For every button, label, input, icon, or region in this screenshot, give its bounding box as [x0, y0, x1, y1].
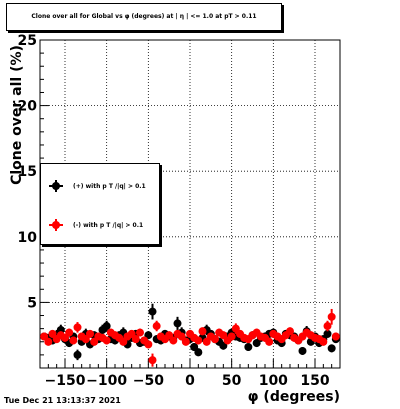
data-point [227, 332, 236, 341]
y-tick-label: 15 [18, 164, 37, 180]
x-tick-label: 50 [222, 373, 242, 389]
data-point [198, 327, 207, 336]
data-point [319, 337, 328, 346]
data-point [211, 335, 219, 344]
data-point [323, 322, 332, 331]
data-point [194, 336, 203, 345]
legend-label-negative: (-) with p T /|q| > 0.1 [73, 221, 144, 229]
x-tick-label: 150 [300, 373, 329, 389]
data-point [86, 329, 94, 338]
data-point [181, 337, 190, 346]
data-point [323, 329, 332, 338]
timestamp: Tue Dec 21 13:13:37 2021 [4, 396, 121, 405]
data-point [265, 337, 274, 346]
series-1 [40, 308, 340, 367]
y-axis-label: Clone over all (%) [9, 45, 25, 185]
data-point [69, 336, 78, 345]
data-point [244, 343, 253, 352]
x-tick-label: 100 [259, 373, 288, 389]
data-point [102, 322, 111, 331]
legend-marker-negative [49, 219, 63, 231]
x-tick-label: −50 [133, 373, 164, 389]
x-tick-label: 0 [185, 373, 195, 389]
legend-label-positive: (+) with p T /|q| > 0.1 [73, 182, 146, 190]
data-point [65, 328, 74, 337]
axis-ticks: −150 −100 −50 0 50 100 150 5 10 15 20 25 [18, 33, 333, 389]
data-point [144, 340, 153, 349]
data-point [73, 350, 82, 359]
data-point [327, 344, 336, 353]
data-point [131, 335, 140, 344]
data-point [286, 327, 294, 336]
chart-title: Clone over all for Global vs φ (degrees)… [31, 13, 257, 20]
data-point [169, 336, 178, 345]
data-point [331, 332, 340, 341]
data-point [73, 323, 82, 332]
data-point [148, 356, 157, 365]
x-tick-label: −150 [45, 373, 86, 389]
data-point [173, 319, 182, 328]
data-point [194, 348, 203, 357]
data-point [152, 322, 161, 331]
data-point [298, 346, 307, 355]
data-point [148, 307, 157, 316]
y-tick-label: 20 [18, 99, 38, 115]
x-axis-label: φ (degrees) [248, 389, 340, 405]
data-point [136, 328, 144, 337]
data-point [327, 312, 336, 321]
data-point [102, 336, 111, 345]
legend-marker-positive [49, 180, 63, 192]
legend-entry-negative: (-) with p T /|q| > 0.1 [49, 219, 143, 231]
y-tick-label: 25 [18, 33, 37, 49]
title-box: Clone over all for Global vs φ (degrees)… [6, 3, 282, 31]
legend-entry-positive: (+) with p T /|q| > 0.1 [49, 180, 146, 192]
legend: (+) with p T /|q| > 0.1 (-) with p T /|q… [40, 163, 160, 245]
y-tick-label: 10 [18, 230, 38, 246]
y-tick-label: 5 [27, 295, 37, 311]
grid [40, 39, 340, 368]
x-tick-label: −100 [86, 373, 127, 389]
series-group [40, 303, 340, 367]
data-point [44, 337, 53, 346]
